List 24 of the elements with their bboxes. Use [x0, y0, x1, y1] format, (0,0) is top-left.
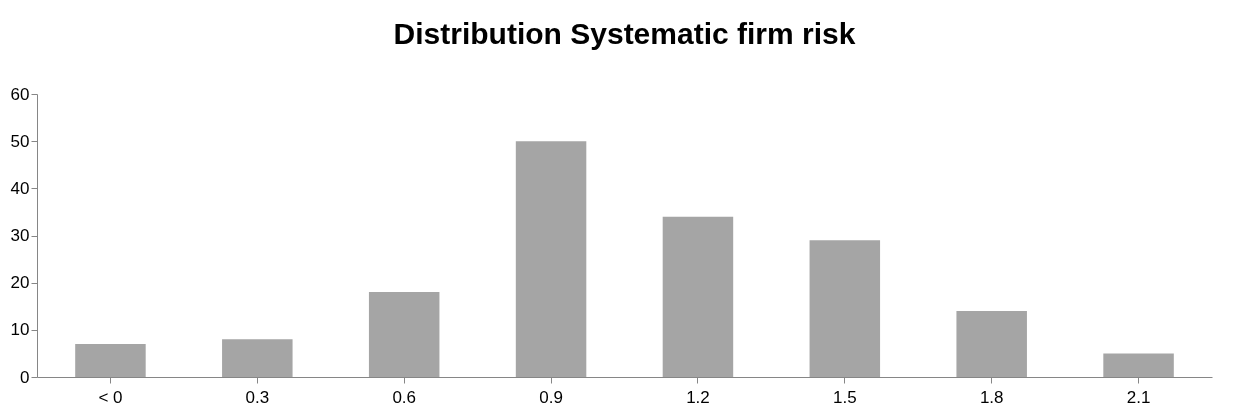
y-tick-label: 20: [10, 273, 30, 293]
x-tick-label: 0.9: [539, 387, 563, 407]
bar: [956, 310, 1027, 377]
bar: [809, 240, 881, 377]
bar: [662, 216, 734, 377]
chart-title: Distribution Systematic firm risk: [393, 17, 856, 50]
y-tick-label: 60: [10, 84, 30, 104]
x-tick-label: 1.8: [979, 387, 1004, 407]
x-tick-label: < 0: [98, 387, 123, 407]
x-tick-label: 0.6: [392, 387, 417, 407]
bar: [222, 339, 293, 377]
x-tick-label: 1.5: [832, 387, 857, 407]
bar: [1103, 353, 1174, 377]
y-tick-label: 50: [10, 131, 30, 151]
x-tick-label: 2.1: [1126, 387, 1151, 407]
bar: [75, 343, 146, 377]
y-tick-label: 0: [20, 367, 30, 387]
bar: [515, 141, 587, 377]
y-tick-label: 30: [10, 226, 30, 245]
bar: [368, 292, 440, 377]
x-tick-label: 1.2: [686, 387, 710, 407]
y-tick-label: 10: [10, 320, 30, 340]
x-tick-label: 0.3: [245, 387, 270, 407]
y-tick-label: 40: [10, 178, 30, 198]
